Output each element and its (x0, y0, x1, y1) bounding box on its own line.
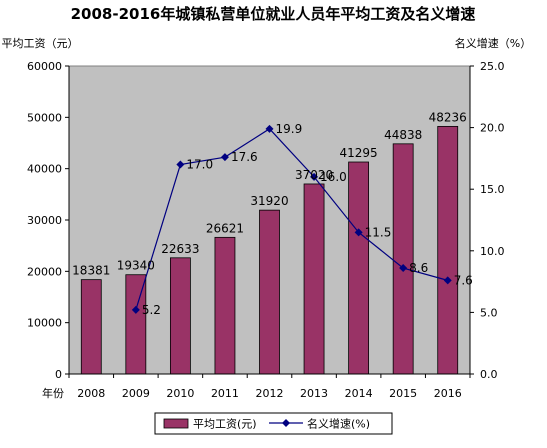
bar (348, 161, 370, 375)
legend-bar-label: 平均工资(元) (193, 418, 257, 431)
bar-value-label: 19340 (117, 259, 155, 273)
bar (80, 279, 102, 375)
growth-value-label: 11.5 (365, 225, 392, 239)
y-left-tick-label: 30000 (27, 214, 62, 227)
growth-marker (131, 305, 140, 314)
growth-value-label: 17.0 (186, 158, 213, 172)
y-left-tick-label: 10000 (27, 317, 62, 330)
bar (303, 183, 325, 375)
growth-marker (176, 160, 185, 169)
x-tick-label: 2016 (434, 387, 462, 400)
bar-value-label: 22633 (161, 242, 199, 256)
growth-value-label: 8.6 (409, 261, 428, 275)
x-tick-label: 2015 (389, 387, 417, 400)
growth-line (135, 128, 448, 311)
bar-value-label: 41295 (340, 146, 378, 160)
x-tick-label: 2008 (77, 387, 105, 400)
growth-marker (399, 264, 408, 273)
bar (392, 143, 414, 375)
growth-value-label: 19.9 (276, 122, 303, 136)
x-axis-label: 年份 (42, 386, 64, 400)
growth-marker (354, 228, 363, 237)
y-right-tick-label: 25.0 (480, 60, 505, 73)
bar-series (80, 125, 459, 375)
y-right-tick-label: 20.0 (480, 122, 505, 135)
bar (437, 125, 459, 375)
y-left-tick-label: 20000 (27, 265, 62, 278)
growth-marker (310, 172, 319, 181)
data-labels: 18381 19340 22633 26621 31920 37020 41295 44838… (72, 110, 473, 317)
growth-value-label: 16.0 (320, 170, 347, 184)
bar-value-label: 26621 (206, 221, 244, 235)
bar-value-label: 37020 (295, 168, 333, 182)
line-series (131, 124, 452, 314)
y-right-tick-label: 15.0 (480, 183, 505, 196)
y-left-tick-label: 60000 (27, 60, 62, 73)
bar (214, 236, 236, 375)
legend-line-marker (282, 419, 290, 427)
y-right-tick-label: 10.0 (480, 245, 505, 258)
legend-line-label: 名义增速(%) (307, 417, 370, 431)
growth-marker (220, 153, 229, 162)
axis-ticks: 0 10000 20000 30000 40000 50000 60000 0.0 5.0 10.… (27, 60, 505, 400)
x-tick-label: 2012 (256, 387, 284, 400)
chart-title: 2008-2016年城镇私营单位就业人员年平均工资及名义增速 (71, 5, 476, 23)
legend: 平均工资(元) 名义增速(%) (154, 412, 393, 435)
growth-marker (265, 124, 274, 133)
x-tick-label: 2011 (211, 387, 239, 400)
bar (169, 257, 191, 375)
y-right-tick-label: 0.0 (480, 368, 498, 381)
x-tick-label: 2013 (300, 387, 328, 400)
bar (259, 209, 280, 375)
growth-marker (443, 276, 452, 285)
legend-bar-swatch (163, 418, 189, 429)
bar-value-label: 48236 (429, 110, 467, 124)
x-tick-label: 2010 (166, 387, 194, 400)
y-right-tick-label: 5.0 (480, 306, 498, 319)
bar-value-label: 18381 (72, 264, 110, 278)
x-tick-label: 2014 (345, 387, 373, 400)
bar-value-label: 44838 (384, 128, 422, 142)
growth-value-label: 17.6 (231, 150, 258, 164)
y-left-axis-label: 平均工资（元） (2, 37, 79, 50)
bar (125, 274, 147, 375)
bar-value-label: 31920 (250, 194, 288, 208)
x-tick-label: 2009 (122, 387, 150, 400)
y-left-tick-label: 0 (55, 368, 62, 381)
y-right-axis-label: 名义增速（%） (455, 36, 531, 50)
growth-value-label: 7.6 (454, 273, 473, 287)
y-left-tick-label: 40000 (27, 163, 62, 176)
growth-value-label: 5.2 (142, 303, 161, 317)
y-left-tick-label: 50000 (27, 111, 62, 124)
